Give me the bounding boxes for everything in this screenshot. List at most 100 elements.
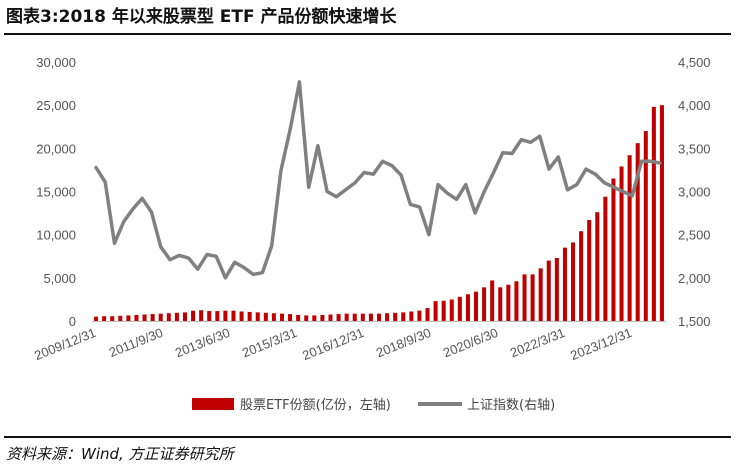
bar: [635, 143, 640, 321]
bar: [304, 315, 309, 321]
y-right-tick-label: 1,500: [678, 314, 711, 329]
bar: [158, 313, 163, 321]
x-tick-label: 2016/12/31: [300, 325, 366, 363]
bar: [595, 212, 600, 321]
bar: [320, 314, 325, 321]
x-tick-label: 2015/3/31: [240, 325, 299, 361]
bar: [619, 166, 624, 321]
bar: [473, 291, 479, 321]
bar: [514, 281, 519, 321]
source-rule: [4, 436, 731, 438]
bar: [643, 131, 648, 321]
bar: [401, 312, 406, 321]
bar: [255, 312, 260, 321]
bar: [263, 312, 268, 321]
y-left-tick-label: 5,000: [43, 271, 76, 286]
y-right-tick-label: 2,500: [678, 228, 711, 243]
bar: [562, 247, 567, 321]
bar: [215, 311, 220, 321]
bar: [393, 312, 398, 321]
bar: [126, 315, 131, 321]
bar: [352, 313, 357, 321]
bar: [191, 310, 196, 321]
bar: [522, 274, 527, 321]
bar: [231, 310, 236, 321]
bar: [409, 311, 414, 321]
bar: [482, 287, 487, 321]
bar: [506, 284, 511, 321]
bar: [288, 314, 293, 321]
bar: [441, 300, 446, 321]
x-tick-label: 2020/6/30: [441, 325, 500, 361]
bar: [207, 311, 212, 321]
y-left-tick-label: 20,000: [36, 141, 76, 156]
bar: [174, 312, 179, 321]
bar: [239, 311, 244, 321]
bar: [94, 316, 99, 321]
bar: [457, 296, 462, 321]
bar: [182, 312, 187, 321]
bar: [425, 308, 430, 321]
y-right-tick-label: 4,000: [678, 98, 711, 113]
bar: [336, 314, 341, 321]
bar: [465, 294, 470, 321]
x-tick-label: 2023/12/31: [568, 325, 634, 363]
bar: [498, 287, 503, 321]
bar: [490, 280, 495, 321]
y-left-tick-label: 30,000: [36, 55, 76, 70]
x-tick-label: 2009/12/31: [32, 325, 98, 363]
bar: [142, 314, 147, 321]
bar: [166, 313, 171, 321]
bar: [312, 315, 317, 321]
y-right-tick-label: 3,000: [678, 185, 711, 200]
bar: [554, 257, 559, 321]
x-tick-label: 2022/3/31: [508, 325, 567, 361]
x-tick-label: 2013/6/30: [173, 325, 232, 361]
bar: [530, 274, 535, 321]
bar: [271, 313, 276, 321]
bar: [449, 299, 454, 321]
title-rule: [4, 33, 731, 35]
bar: [328, 314, 333, 321]
y-left-tick-label: 0: [69, 314, 76, 329]
legend-label-line: 上证指数(右轴): [467, 398, 555, 413]
y-left-tick-label: 10,000: [36, 228, 76, 243]
bar: [247, 311, 252, 321]
chart-title: 图表3:2018 年以来股票型 ETF 产品份额快速增长: [6, 7, 397, 27]
bar: [102, 316, 107, 321]
bar: [110, 316, 115, 321]
bar: [546, 260, 551, 321]
bar: [385, 313, 390, 321]
y-left-tick-label: 15,000: [36, 185, 76, 200]
bar: [651, 106, 656, 321]
bar: [433, 301, 438, 321]
bar: [150, 314, 155, 321]
bar: [571, 242, 576, 321]
source-note: 资料来源：Wind, 方正证券研究所: [6, 445, 234, 463]
bar: [296, 314, 301, 321]
bar: [368, 313, 373, 321]
bar: [417, 310, 422, 321]
x-tick-label: 2011/9/30: [107, 325, 165, 360]
bar: [118, 315, 123, 321]
y-right-tick-label: 3,500: [678, 141, 711, 156]
y-right-tick-label: 2,000: [678, 271, 711, 286]
bar: [223, 310, 228, 321]
bar: [611, 178, 616, 321]
bar: [579, 231, 584, 321]
y-left-tick-label: 25,000: [36, 98, 76, 113]
bar: [587, 219, 592, 321]
legend-swatch-bar: [192, 398, 234, 410]
bar: [360, 313, 365, 321]
bar: [603, 196, 608, 321]
bar: [199, 310, 204, 321]
bar: [344, 313, 349, 321]
x-tick-label: 2018/9/30: [374, 325, 433, 361]
y-right-tick-label: 4,500: [678, 55, 711, 70]
bar: [659, 105, 664, 321]
bar: [279, 313, 284, 321]
bar: [376, 313, 382, 321]
bar: [134, 314, 139, 321]
bar: [627, 155, 632, 321]
